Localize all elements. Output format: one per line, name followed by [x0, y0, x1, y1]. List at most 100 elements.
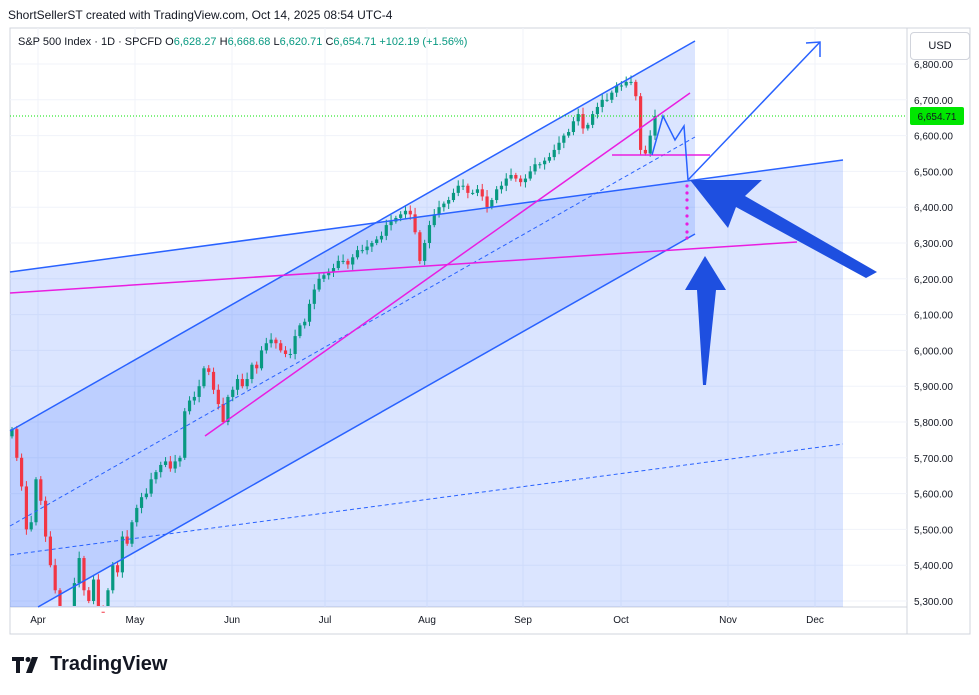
candle-body — [187, 400, 192, 412]
y-tick-label: 6,700.00 — [914, 96, 953, 107]
y-tick-label: 6,600.00 — [914, 132, 953, 143]
rising-channel-upper — [9, 40, 696, 432]
candle-body — [399, 214, 403, 218]
y-tick-label: 6,300.00 — [914, 239, 953, 250]
candle-body — [202, 368, 206, 387]
candle-body — [346, 260, 350, 265]
candle-body — [317, 278, 321, 290]
candle-body — [331, 268, 336, 272]
change-value: +102.19 (+1.56%) — [379, 36, 468, 48]
candles — [10, 75, 657, 613]
candle-body — [43, 500, 48, 537]
rising-channel-fill — [10, 41, 695, 607]
candle-body — [91, 579, 96, 601]
upside-arrow-shaft — [687, 41, 821, 181]
x-tick-label: Sep — [514, 615, 532, 626]
candle-body — [130, 522, 134, 544]
candle-body — [82, 558, 86, 591]
tradingview-logo-icon — [12, 656, 38, 673]
candle-body — [245, 379, 249, 387]
x-tick-label: Aug — [418, 615, 436, 626]
candle-body — [543, 160, 547, 165]
candle-body — [379, 235, 384, 240]
currency-button[interactable]: USD — [910, 32, 970, 60]
candle-body — [279, 343, 283, 351]
candle-body — [567, 132, 571, 136]
x-tick-label: Jul — [319, 615, 332, 626]
low-value: 6,620.71 — [279, 36, 323, 48]
candle-body — [370, 243, 374, 247]
candle-body — [461, 185, 465, 187]
candle-body — [211, 371, 216, 390]
candle-body — [341, 260, 345, 262]
candle-body — [408, 210, 412, 215]
upside-arrow-head — [805, 41, 821, 57]
attribution: ShortSellerST created with TradingView.c… — [8, 8, 393, 22]
candle-body — [216, 389, 220, 405]
candle-body — [437, 207, 441, 215]
magenta-dot — [685, 206, 689, 210]
candle-body — [475, 189, 480, 193]
candle-body — [447, 200, 451, 204]
candle-body — [480, 189, 484, 197]
candle-body — [466, 185, 470, 193]
pointer-arrow-bottom — [685, 256, 726, 385]
brand-name: TradingView — [50, 653, 168, 675]
candle-body — [528, 171, 532, 179]
candle-body — [159, 464, 163, 473]
candle-body — [235, 379, 240, 390]
candle-body — [351, 257, 355, 265]
y-tick-label: 5,600.00 — [914, 490, 953, 501]
y-tick-label: 6,500.00 — [914, 167, 953, 178]
candle-body — [259, 350, 264, 369]
candle-body — [264, 343, 268, 351]
candle-body — [629, 81, 633, 83]
broad-channel-fill — [10, 160, 843, 607]
y-tick-label: 5,500.00 — [914, 525, 953, 536]
y-tick-label: 5,300.00 — [914, 597, 953, 608]
low-label: L — [273, 36, 280, 48]
candle-body — [231, 389, 235, 397]
candle-body — [125, 536, 129, 544]
candle-body — [451, 192, 456, 201]
magenta-dot — [685, 236, 689, 240]
x-tick-label: Nov — [719, 615, 737, 626]
tradingview-logo[interactable]: TradingView — [12, 653, 167, 676]
candle-body — [600, 99, 604, 107]
close-value: 6,654.71 — [333, 36, 377, 48]
candle-body — [653, 116, 657, 136]
last-price-badge — [910, 107, 964, 126]
candle-body — [250, 364, 254, 380]
y-tick-label: 6,800.00 — [914, 60, 953, 71]
candle-body — [120, 536, 124, 573]
magenta-dot — [685, 191, 689, 195]
candle-body — [562, 135, 566, 143]
candle-body — [135, 507, 139, 523]
x-tick-label: Oct — [613, 615, 629, 626]
y-tick-label: 6,000.00 — [914, 346, 953, 357]
candle-body — [139, 497, 144, 508]
candle-body — [615, 85, 619, 93]
candle-body — [403, 210, 408, 215]
candle-body — [605, 99, 609, 101]
candle-body — [207, 368, 211, 372]
candle-body — [312, 289, 316, 304]
candle-body — [499, 185, 504, 190]
magenta-dot — [685, 222, 689, 226]
candle-body — [355, 250, 360, 258]
candle-body — [504, 178, 508, 186]
broad-channel-upper — [9, 159, 844, 273]
candle-body — [523, 178, 528, 183]
candle-body — [255, 364, 259, 369]
candle-body — [519, 178, 523, 183]
candle-body — [183, 411, 187, 458]
candle-body — [456, 185, 460, 193]
close-label: C — [325, 36, 334, 48]
candle-body — [538, 164, 542, 166]
candle-body — [178, 457, 182, 462]
candle-body — [298, 325, 302, 337]
candle-body — [111, 565, 115, 591]
candle-body — [24, 486, 28, 530]
